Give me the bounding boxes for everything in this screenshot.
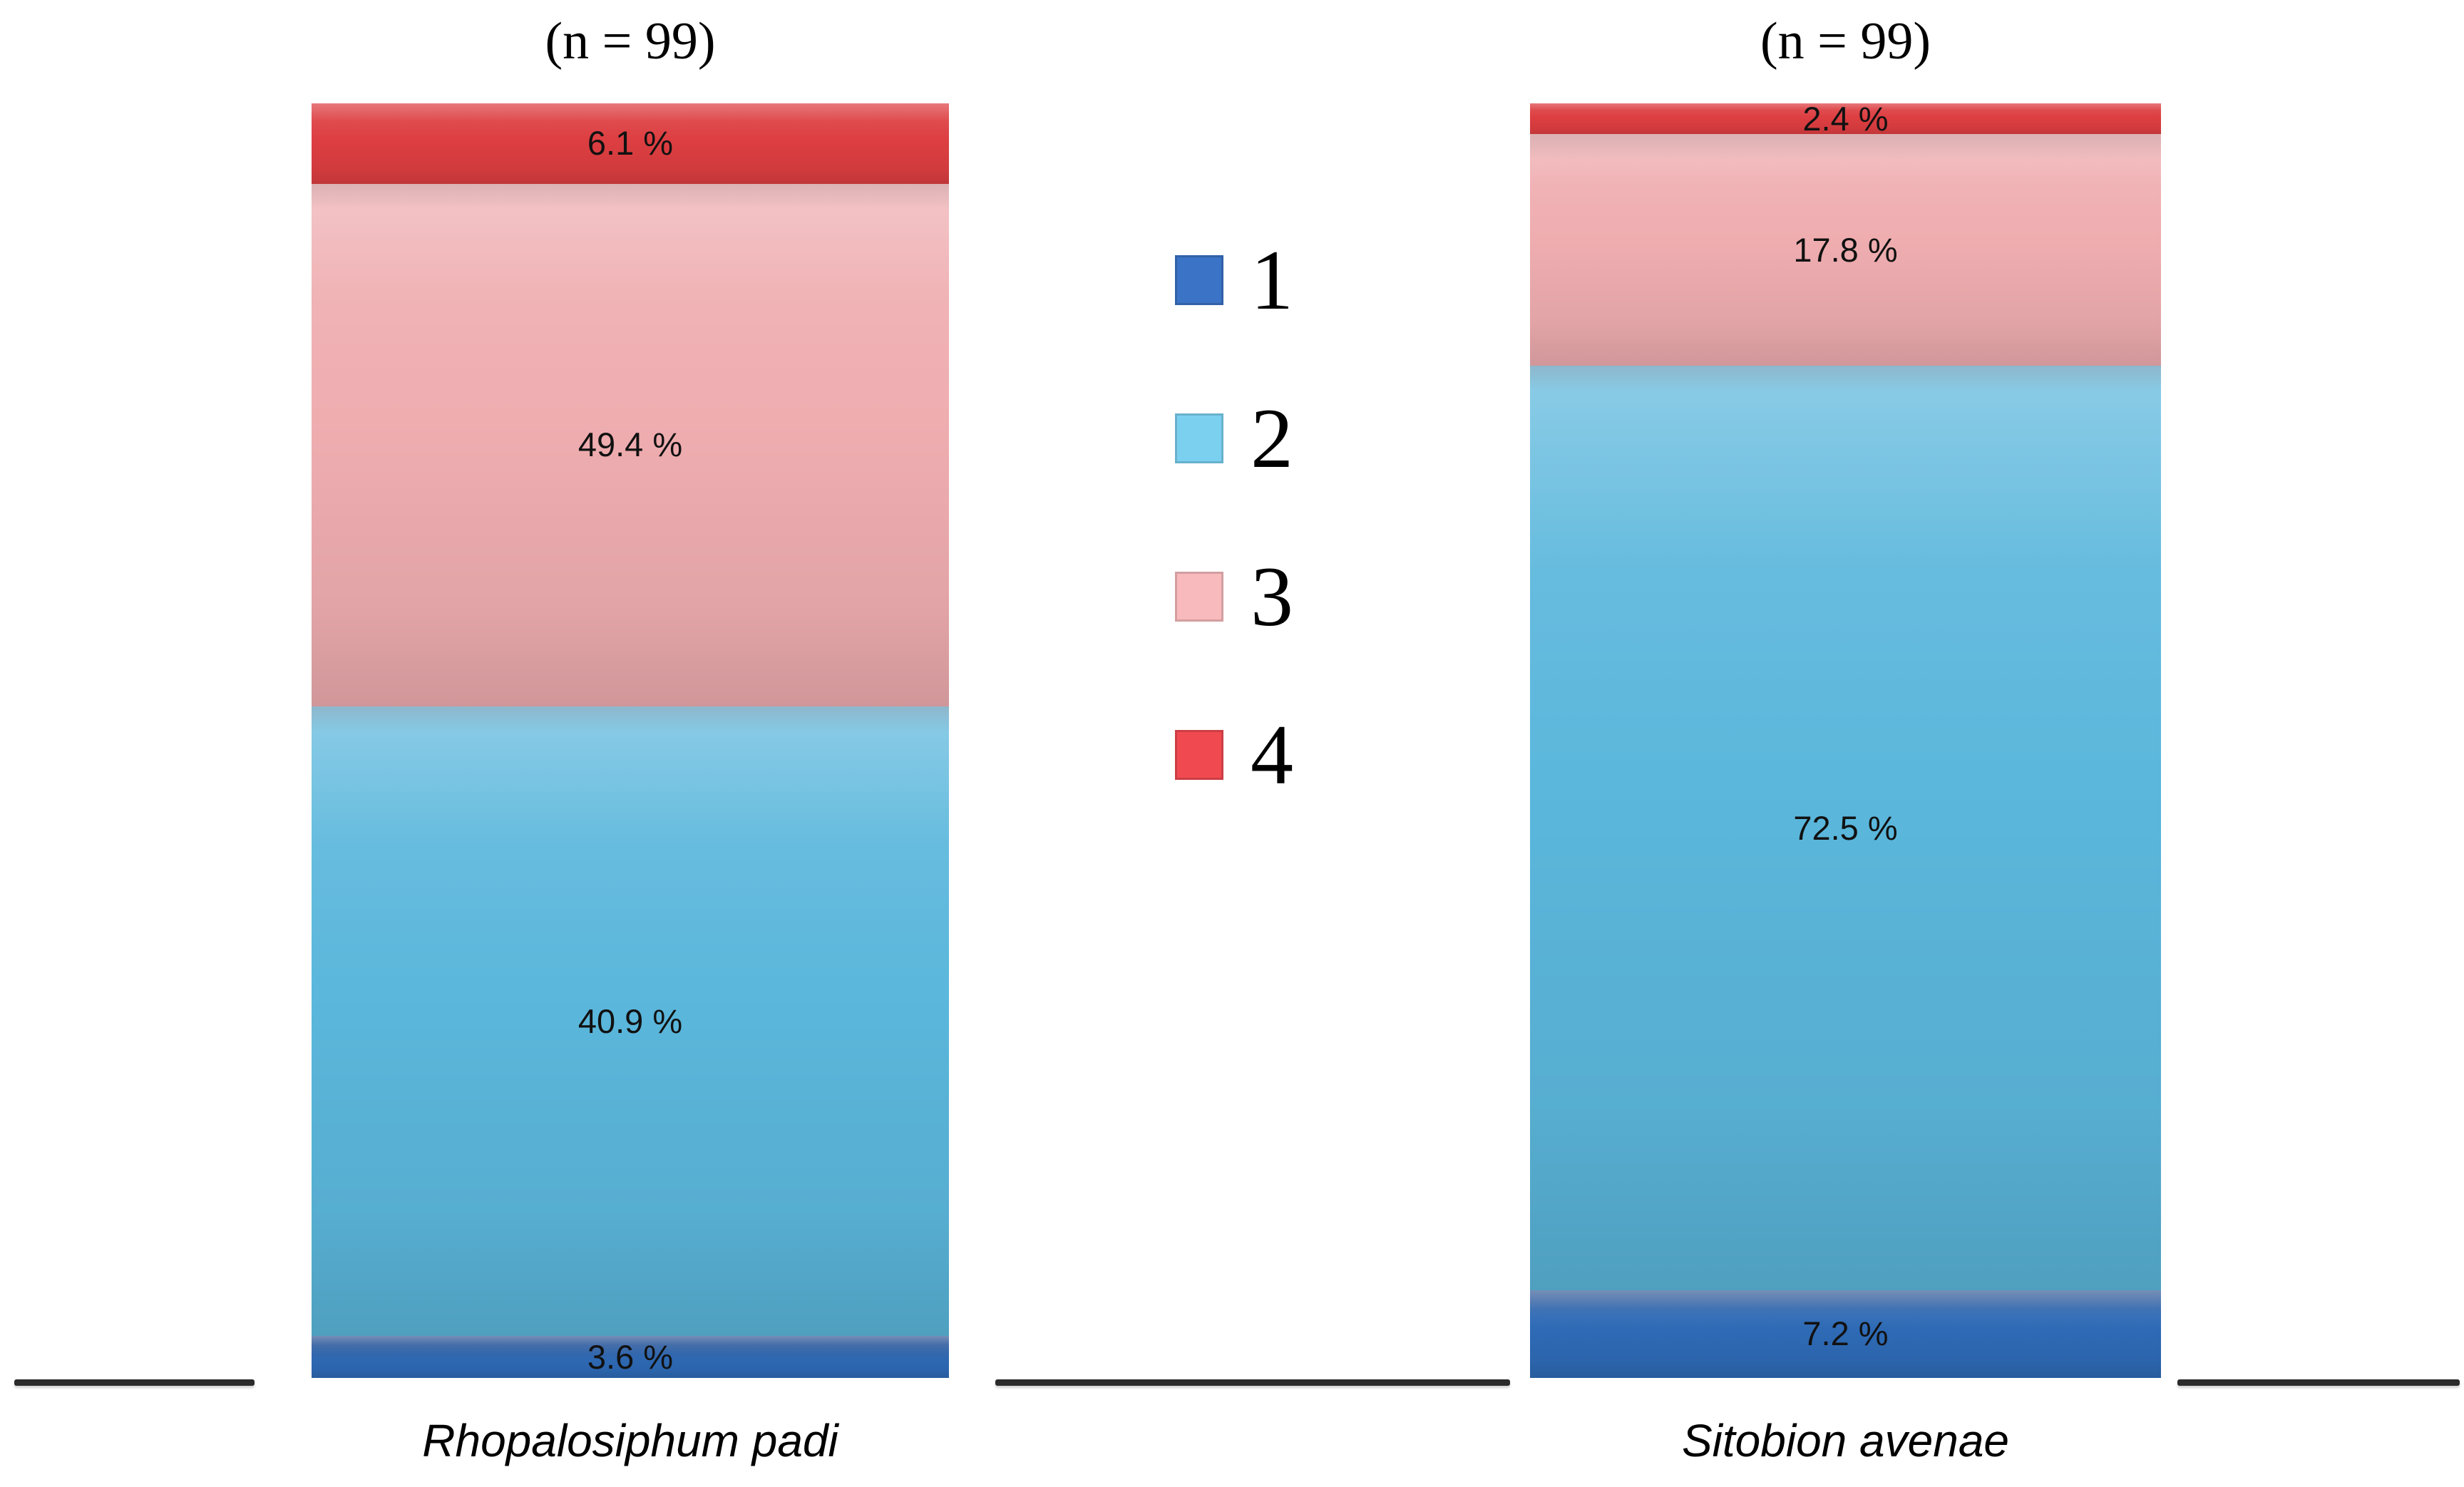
legend: 1 2 3 4 — [1175, 237, 1293, 798]
segment-level2-left: 40.9 % — [312, 706, 949, 1337]
legend-row-3: 3 — [1175, 549, 1293, 644]
segment-percent-label: 3.6 % — [587, 1337, 674, 1376]
segment-level3-left: 49.4 % — [312, 183, 949, 706]
segment-level1-left: 3.6 % — [312, 1335, 949, 1378]
segment-level4-right: 2.4 % — [1530, 100, 2161, 137]
x-axis-category-label-sitobion-avenae: Sitobion avenae — [1681, 1415, 2010, 1466]
x-axis-line-segment — [14, 1379, 255, 1386]
segment-level4-left: 6.1 % — [312, 103, 949, 184]
legend-label-1: 1 — [1251, 232, 1293, 327]
sample-size-title-right: (n = 99) — [1760, 12, 1931, 71]
segment-level1-right: 7.2 % — [1530, 1290, 2161, 1379]
legend-swatch-1 — [1175, 255, 1223, 305]
legend-swatch-3 — [1175, 572, 1223, 622]
legend-row-4: 4 — [1175, 712, 1293, 798]
legend-label-4: 4 — [1251, 707, 1293, 802]
x-axis-line-segment — [995, 1379, 1510, 1386]
segment-level3-right: 17.8 % — [1530, 133, 2161, 366]
segment-percent-label: 6.1 % — [587, 124, 674, 163]
x-axis-category-label-rhopalosiphum-padi: Rhopalosiphum padi — [422, 1415, 838, 1466]
segment-percent-label: 72.5 % — [1793, 808, 1898, 847]
segment-percent-label: 17.8 % — [1793, 230, 1898, 269]
legend-swatch-2 — [1175, 413, 1223, 463]
legend-row-1: 1 — [1175, 237, 1293, 323]
legend-label-3: 3 — [1251, 549, 1293, 644]
stacked-bar-rhopalosiphum-padi: 6.1 % 49.4 % 40.9 % 3.6 % — [312, 103, 949, 1378]
segment-percent-label: 49.4 % — [578, 426, 683, 464]
segment-percent-label: 40.9 % — [578, 1002, 683, 1040]
legend-swatch-4 — [1175, 730, 1223, 780]
segment-percent-label: 7.2 % — [1802, 1314, 1889, 1353]
segment-level2-right: 72.5 % — [1530, 366, 2161, 1290]
sample-size-title-left: (n = 99) — [545, 12, 716, 71]
legend-label-2: 2 — [1251, 391, 1293, 485]
stacked-bar-sitobion-avenae: 2.4 % 17.8 % 72.5 % 7.2 % — [1530, 100, 2161, 1379]
legend-row-2: 2 — [1175, 391, 1293, 485]
x-axis-line-segment — [2177, 1379, 2460, 1386]
segment-percent-label: 2.4 % — [1802, 99, 1889, 138]
